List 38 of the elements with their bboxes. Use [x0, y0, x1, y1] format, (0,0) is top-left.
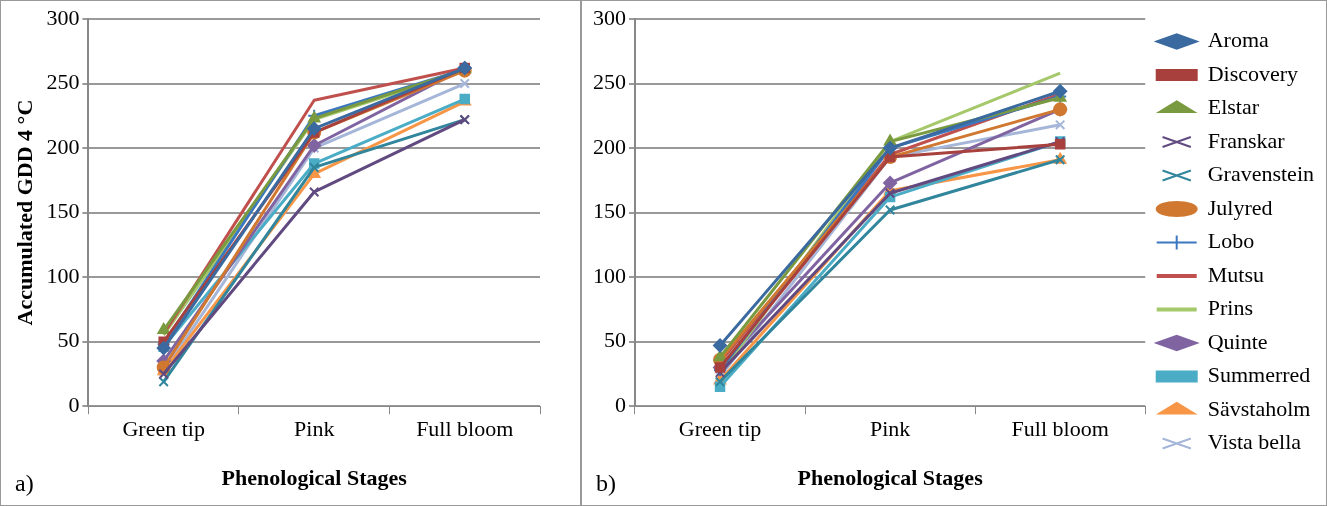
x-axis-title: Phenological Stages — [221, 465, 408, 491]
y-tick-label: 100 — [593, 262, 626, 288]
x-tick-label: Green tip — [678, 416, 762, 442]
y-tick-label: 0 — [68, 391, 80, 417]
legend-label: Aroma — [1207, 27, 1270, 53]
x-tick-label: Green tip — [122, 416, 205, 442]
legend-label: Prins — [1207, 295, 1253, 321]
x-tick-label: Pink — [294, 416, 335, 442]
y-tick-label: 250 — [46, 69, 80, 95]
y-tick-label: 50 — [57, 327, 80, 353]
y-tick-label: 200 — [46, 133, 80, 159]
y-tick-label: 300 — [46, 4, 80, 30]
y-tick-label: 150 — [593, 198, 626, 224]
y-tick-label: 300 — [593, 4, 626, 30]
x-tick-label: Full bloom — [1011, 416, 1109, 442]
legend-label: Summerred — [1207, 362, 1311, 388]
legend-label: Elstar — [1207, 94, 1260, 120]
x-tick-label: Pink — [869, 416, 911, 442]
y-tick-label: 50 — [604, 327, 626, 353]
legend-label: Lobo — [1207, 228, 1255, 254]
y-tick-label: 150 — [46, 198, 80, 224]
y-tick-label: 0 — [615, 391, 626, 417]
legend-label: Vista bella — [1207, 429, 1302, 455]
legend-label: Julyred — [1207, 194, 1273, 220]
y-tick-label: 100 — [46, 262, 80, 288]
x-tick-label: Full bloom — [416, 416, 514, 442]
legend-label: Sävstaholm — [1207, 395, 1311, 421]
text: a) — [15, 470, 34, 497]
y-axis-title: Accumulated GDD 4 °C — [11, 99, 37, 326]
y-tick-label: 250 — [593, 69, 626, 95]
legend-label: Quinte — [1207, 328, 1268, 354]
legend-label: Mutsu — [1207, 261, 1264, 287]
legend-label: Discovery — [1207, 60, 1299, 86]
x-axis-title: Phenological Stages — [797, 465, 984, 491]
text: b) — [596, 470, 616, 497]
y-tick-label: 200 — [593, 133, 626, 159]
legend-label: Gravenstein — [1207, 161, 1314, 187]
legend-label: Franskar — [1207, 127, 1286, 153]
